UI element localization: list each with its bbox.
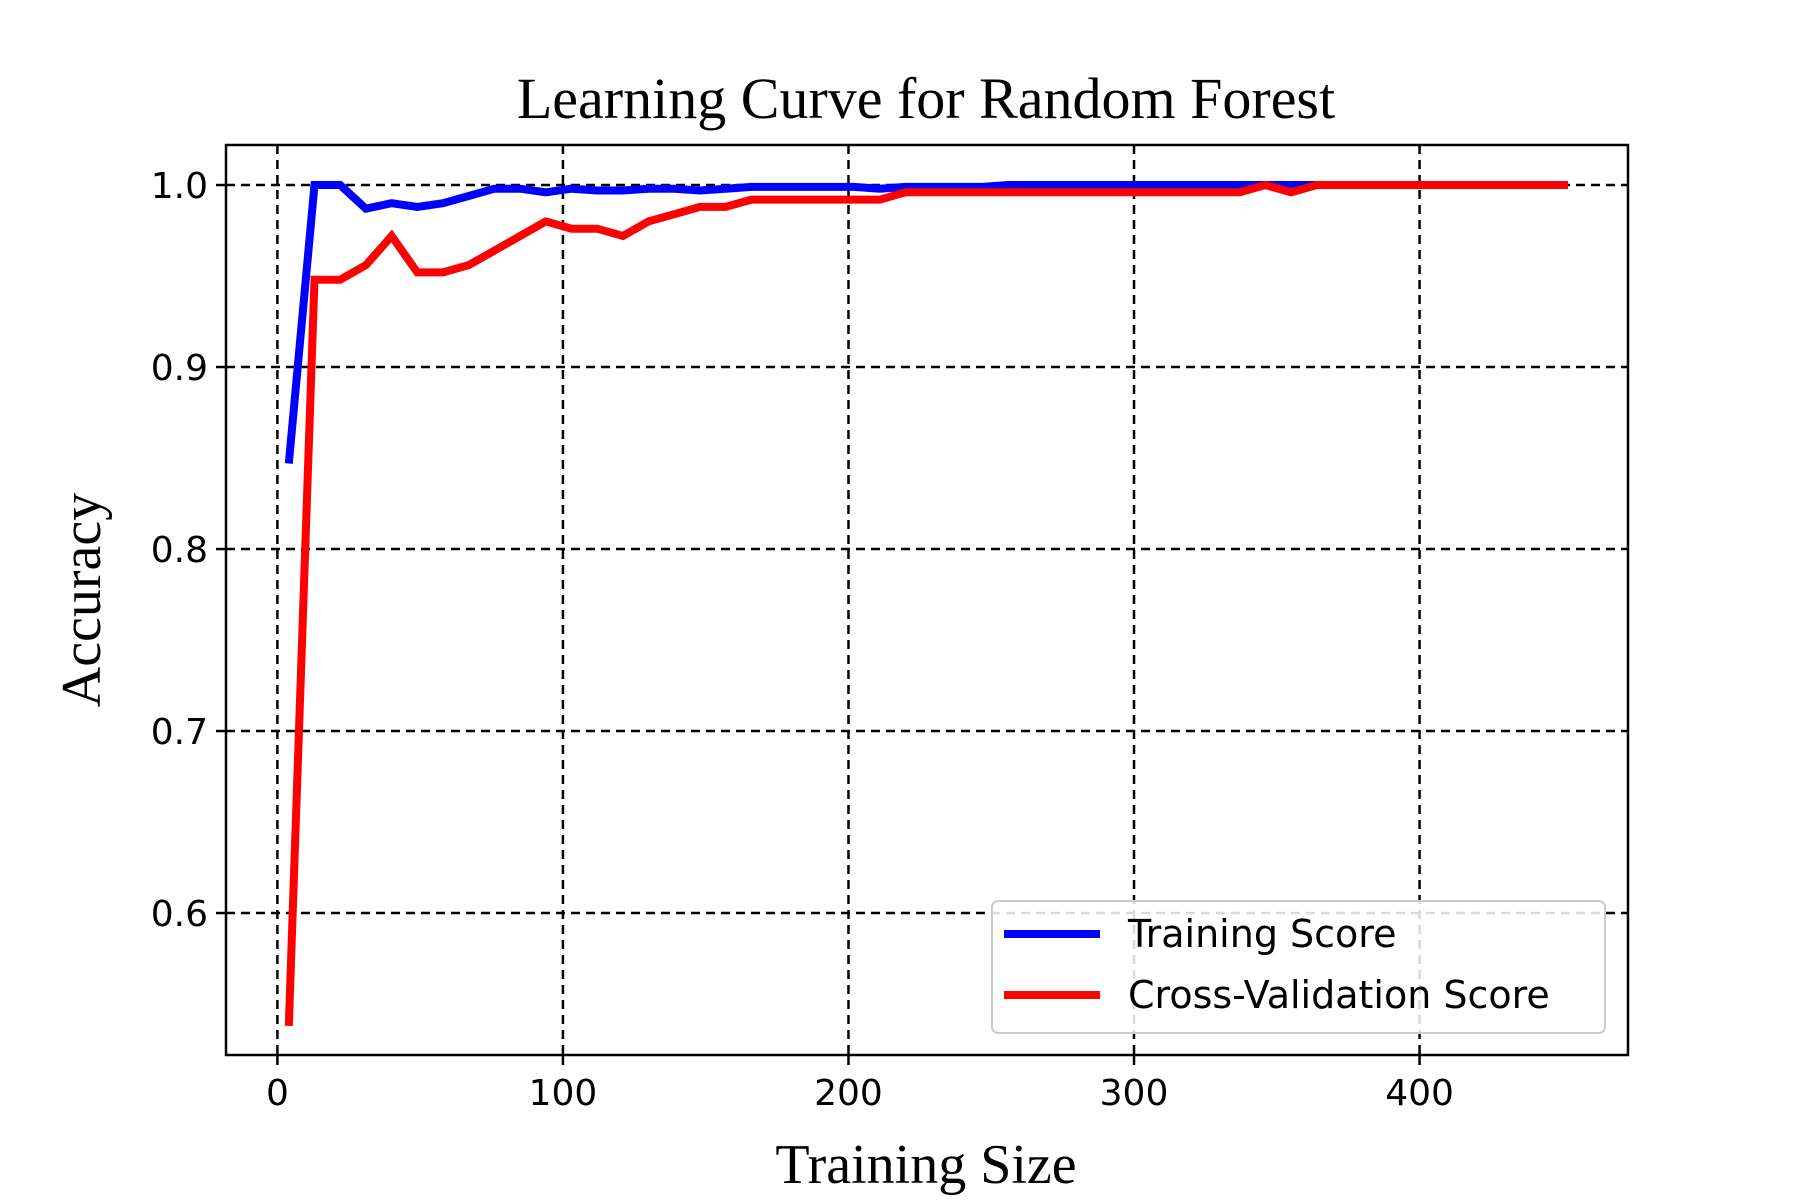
x-tick-label: 200 (814, 1073, 883, 1114)
legend-label-training-score: Training Score (1127, 912, 1396, 956)
x-tick-label: 100 (529, 1073, 598, 1114)
grid (226, 145, 1628, 1055)
y-tick-label: 0.9 (151, 348, 208, 389)
axis-ticks: 0 100 200 300 400 0.6 0.7 0.8 0.9 1.0 (151, 166, 1454, 1114)
legend-box (991, 900, 1606, 1034)
x-axis-label: Training Size (775, 1134, 1076, 1196)
x-tick-label: 300 (1100, 1073, 1169, 1114)
y-tick-label: 0.7 (151, 712, 208, 753)
y-tick-label: 0.8 (151, 530, 208, 571)
series-lines (284, 180, 1568, 1027)
y-tick-label: 0.6 (151, 894, 208, 935)
y-tick-label: 1.0 (151, 166, 208, 207)
y-axis-label: Accuracy (51, 493, 113, 708)
legend: Training Score Cross-Validation Score (991, 900, 1606, 1034)
series-line-cross-validation-score (284, 180, 1568, 1027)
x-tick-label: 0 (266, 1073, 289, 1114)
plot-frame (224, 143, 1630, 1057)
x-tick-label: 400 (1385, 1073, 1454, 1114)
chart-title: Learning Curve for Random Forest (517, 66, 1335, 131)
legend-label-cross-validation-score: Cross-Validation Score (1128, 973, 1550, 1017)
